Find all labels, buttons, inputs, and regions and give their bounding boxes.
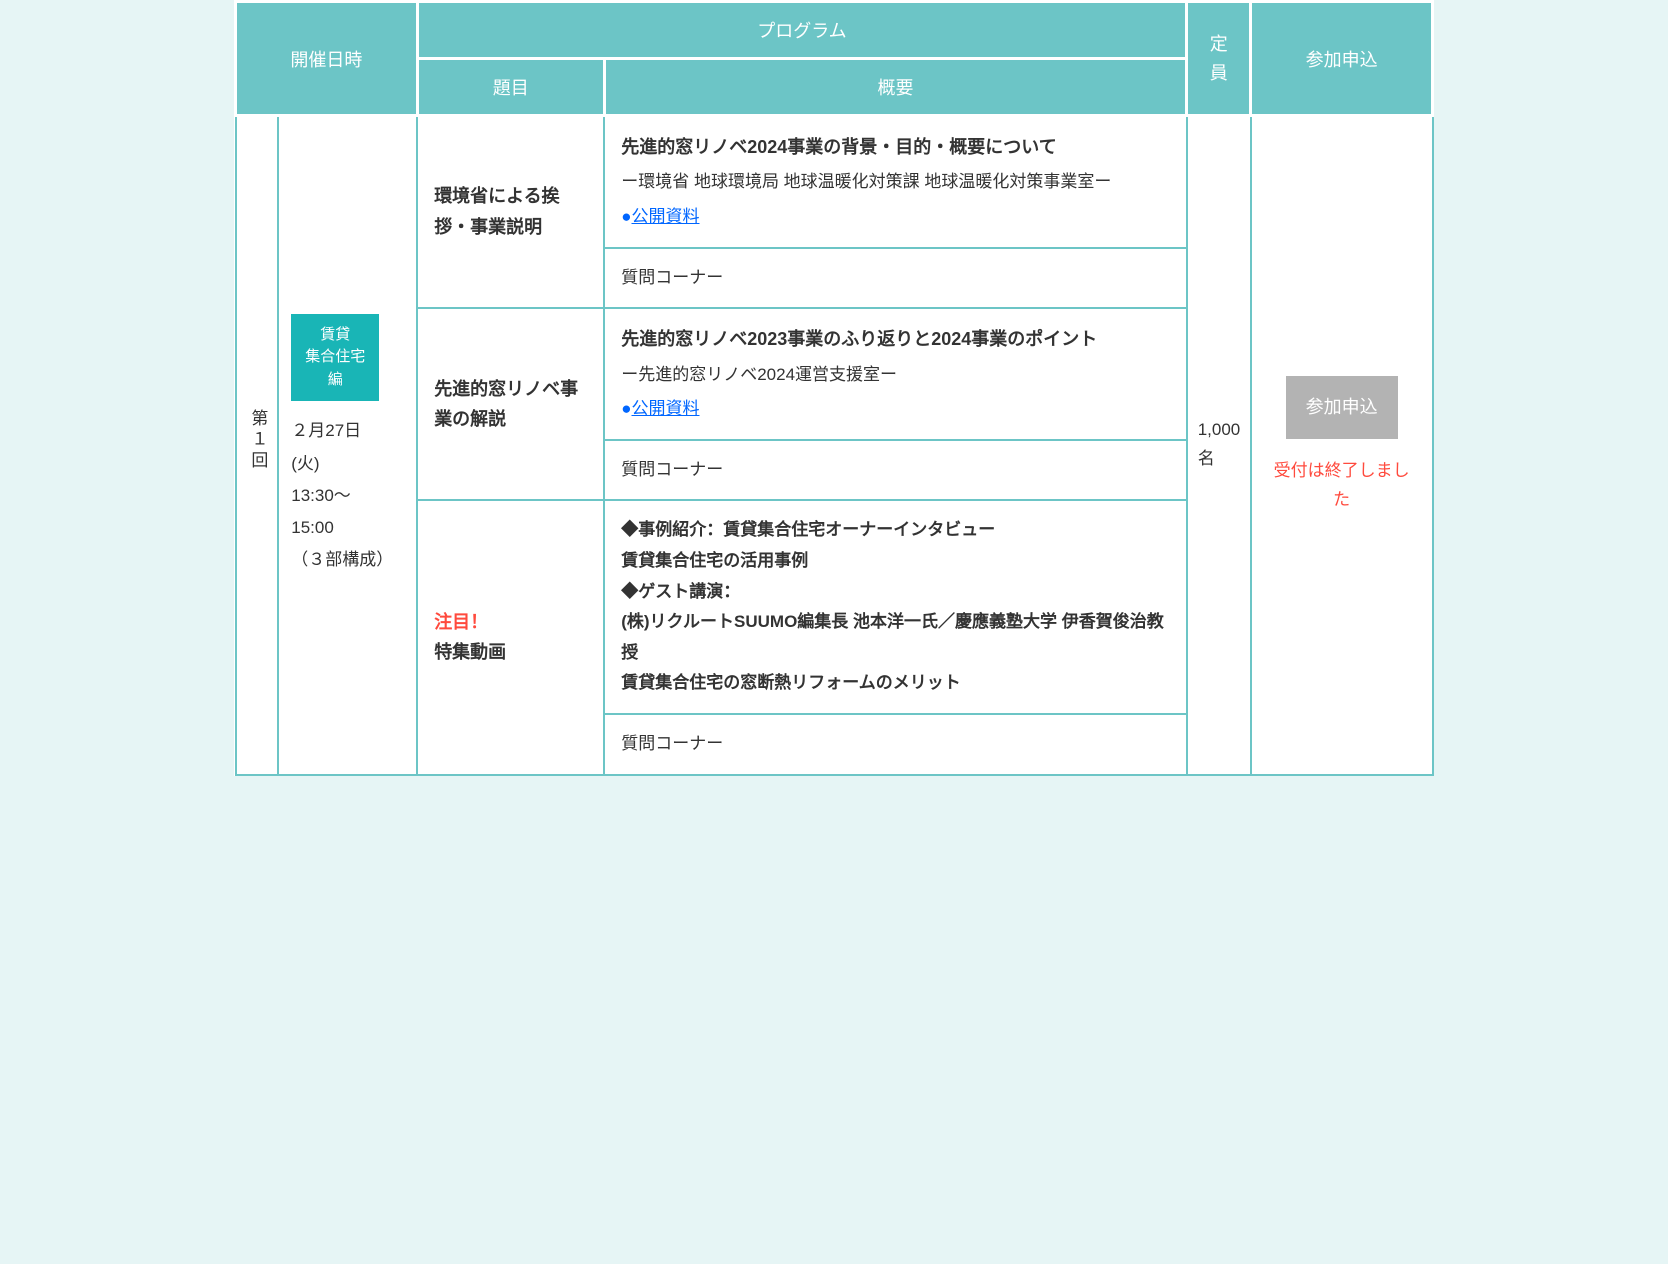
date-line: (火) — [291, 448, 404, 480]
summary-line: 賃貸集合住宅の活用事例 — [621, 546, 1169, 577]
qa-cell: 質問コーナー — [604, 714, 1186, 775]
summary-cell: ◆事例紹介：賃貸集合住宅オーナーインタビュー 賃貸集合住宅の活用事例 ◆ゲスト講… — [604, 500, 1186, 714]
topic-text: 特集動画 — [434, 642, 506, 662]
summary-sub: ー先進的窓リノベ2024運営支援室ー — [621, 360, 1169, 391]
qa-cell: 質問コーナー — [604, 440, 1186, 501]
capacity-cell: 1,000名 — [1187, 116, 1251, 775]
session-badge: 賃貸 集合住宅 編 — [291, 314, 379, 402]
header-program: プログラム — [417, 2, 1187, 59]
header-capacity: 定 員 — [1187, 2, 1251, 116]
topic-cell: 先進的窓リノベ事業の解説 — [417, 308, 604, 500]
summary-title: 先進的窓リノベ2023事業のふり返りと2024事業のポイント — [621, 323, 1169, 355]
session-datetime-cell: 賃貸 集合住宅 編 ２月27日 (火) 13:30～ 15:00 （３部構成） — [278, 116, 417, 775]
summary-line: ◆ゲスト講演： — [621, 577, 1169, 608]
header-topic: 題目 — [417, 59, 604, 116]
date-line: 15:00 — [291, 512, 404, 544]
summary-cell: 先進的窓リノベ2024事業の背景・目的・概要について ー環境省 地球環境局 地球… — [604, 116, 1186, 248]
attention-label: 注目！ — [434, 612, 488, 632]
header-apply: 参加申込 — [1251, 2, 1433, 116]
schedule-table: 開催日時 プログラム 定 員 参加申込 題目 概要 第１回 賃貸 集合住宅 編 … — [234, 0, 1434, 776]
summary-line: 賃貸集合住宅の窓断熱リフォームのメリット — [621, 668, 1169, 699]
apply-closed-message: 受付は終了しました — [1268, 457, 1416, 515]
qa-cell: 質問コーナー — [604, 248, 1186, 309]
summary-title: 先進的窓リノベ2024事業の背景・目的・概要について — [621, 131, 1169, 163]
topic-cell: 注目！ 特集動画 — [417, 500, 604, 774]
summary-cell: 先進的窓リノベ2023事業のふり返りと2024事業のポイント ー先進的窓リノベ2… — [604, 308, 1186, 440]
topic-cell: 環境省による挨拶・事業説明 — [417, 116, 604, 309]
bullet-icon: ● — [621, 207, 631, 226]
document-link[interactable]: 公開資料 — [632, 399, 700, 418]
summary-sub: ー環境省 地球環境局 地球温暖化対策課 地球温暖化対策事業室ー — [621, 167, 1169, 198]
summary-line: (株)リクルートSUUMO編集長 池本洋一氏／慶應義塾大学 伊香賀俊治教授 — [621, 607, 1169, 668]
date-line: 13:30～ — [291, 480, 404, 512]
bullet-icon: ● — [621, 399, 631, 418]
apply-cell: 参加申込 受付は終了しました — [1251, 116, 1433, 775]
date-line: ２月27日 — [291, 415, 404, 447]
date-line: （３部構成） — [291, 544, 404, 576]
apply-button[interactable]: 参加申込 — [1286, 376, 1398, 439]
document-link[interactable]: 公開資料 — [632, 207, 700, 226]
schedule-table-wrapper: 開催日時 プログラム 定 員 参加申込 題目 概要 第１回 賃貸 集合住宅 編 … — [234, 0, 1434, 776]
summary-line: ◆事例紹介：賃貸集合住宅オーナーインタビュー — [621, 515, 1169, 546]
header-datetime: 開催日時 — [236, 2, 418, 116]
session-number-cell: 第１回 — [236, 116, 279, 775]
header-summary: 概要 — [604, 59, 1186, 116]
session-number: 第１回 — [242, 409, 271, 472]
